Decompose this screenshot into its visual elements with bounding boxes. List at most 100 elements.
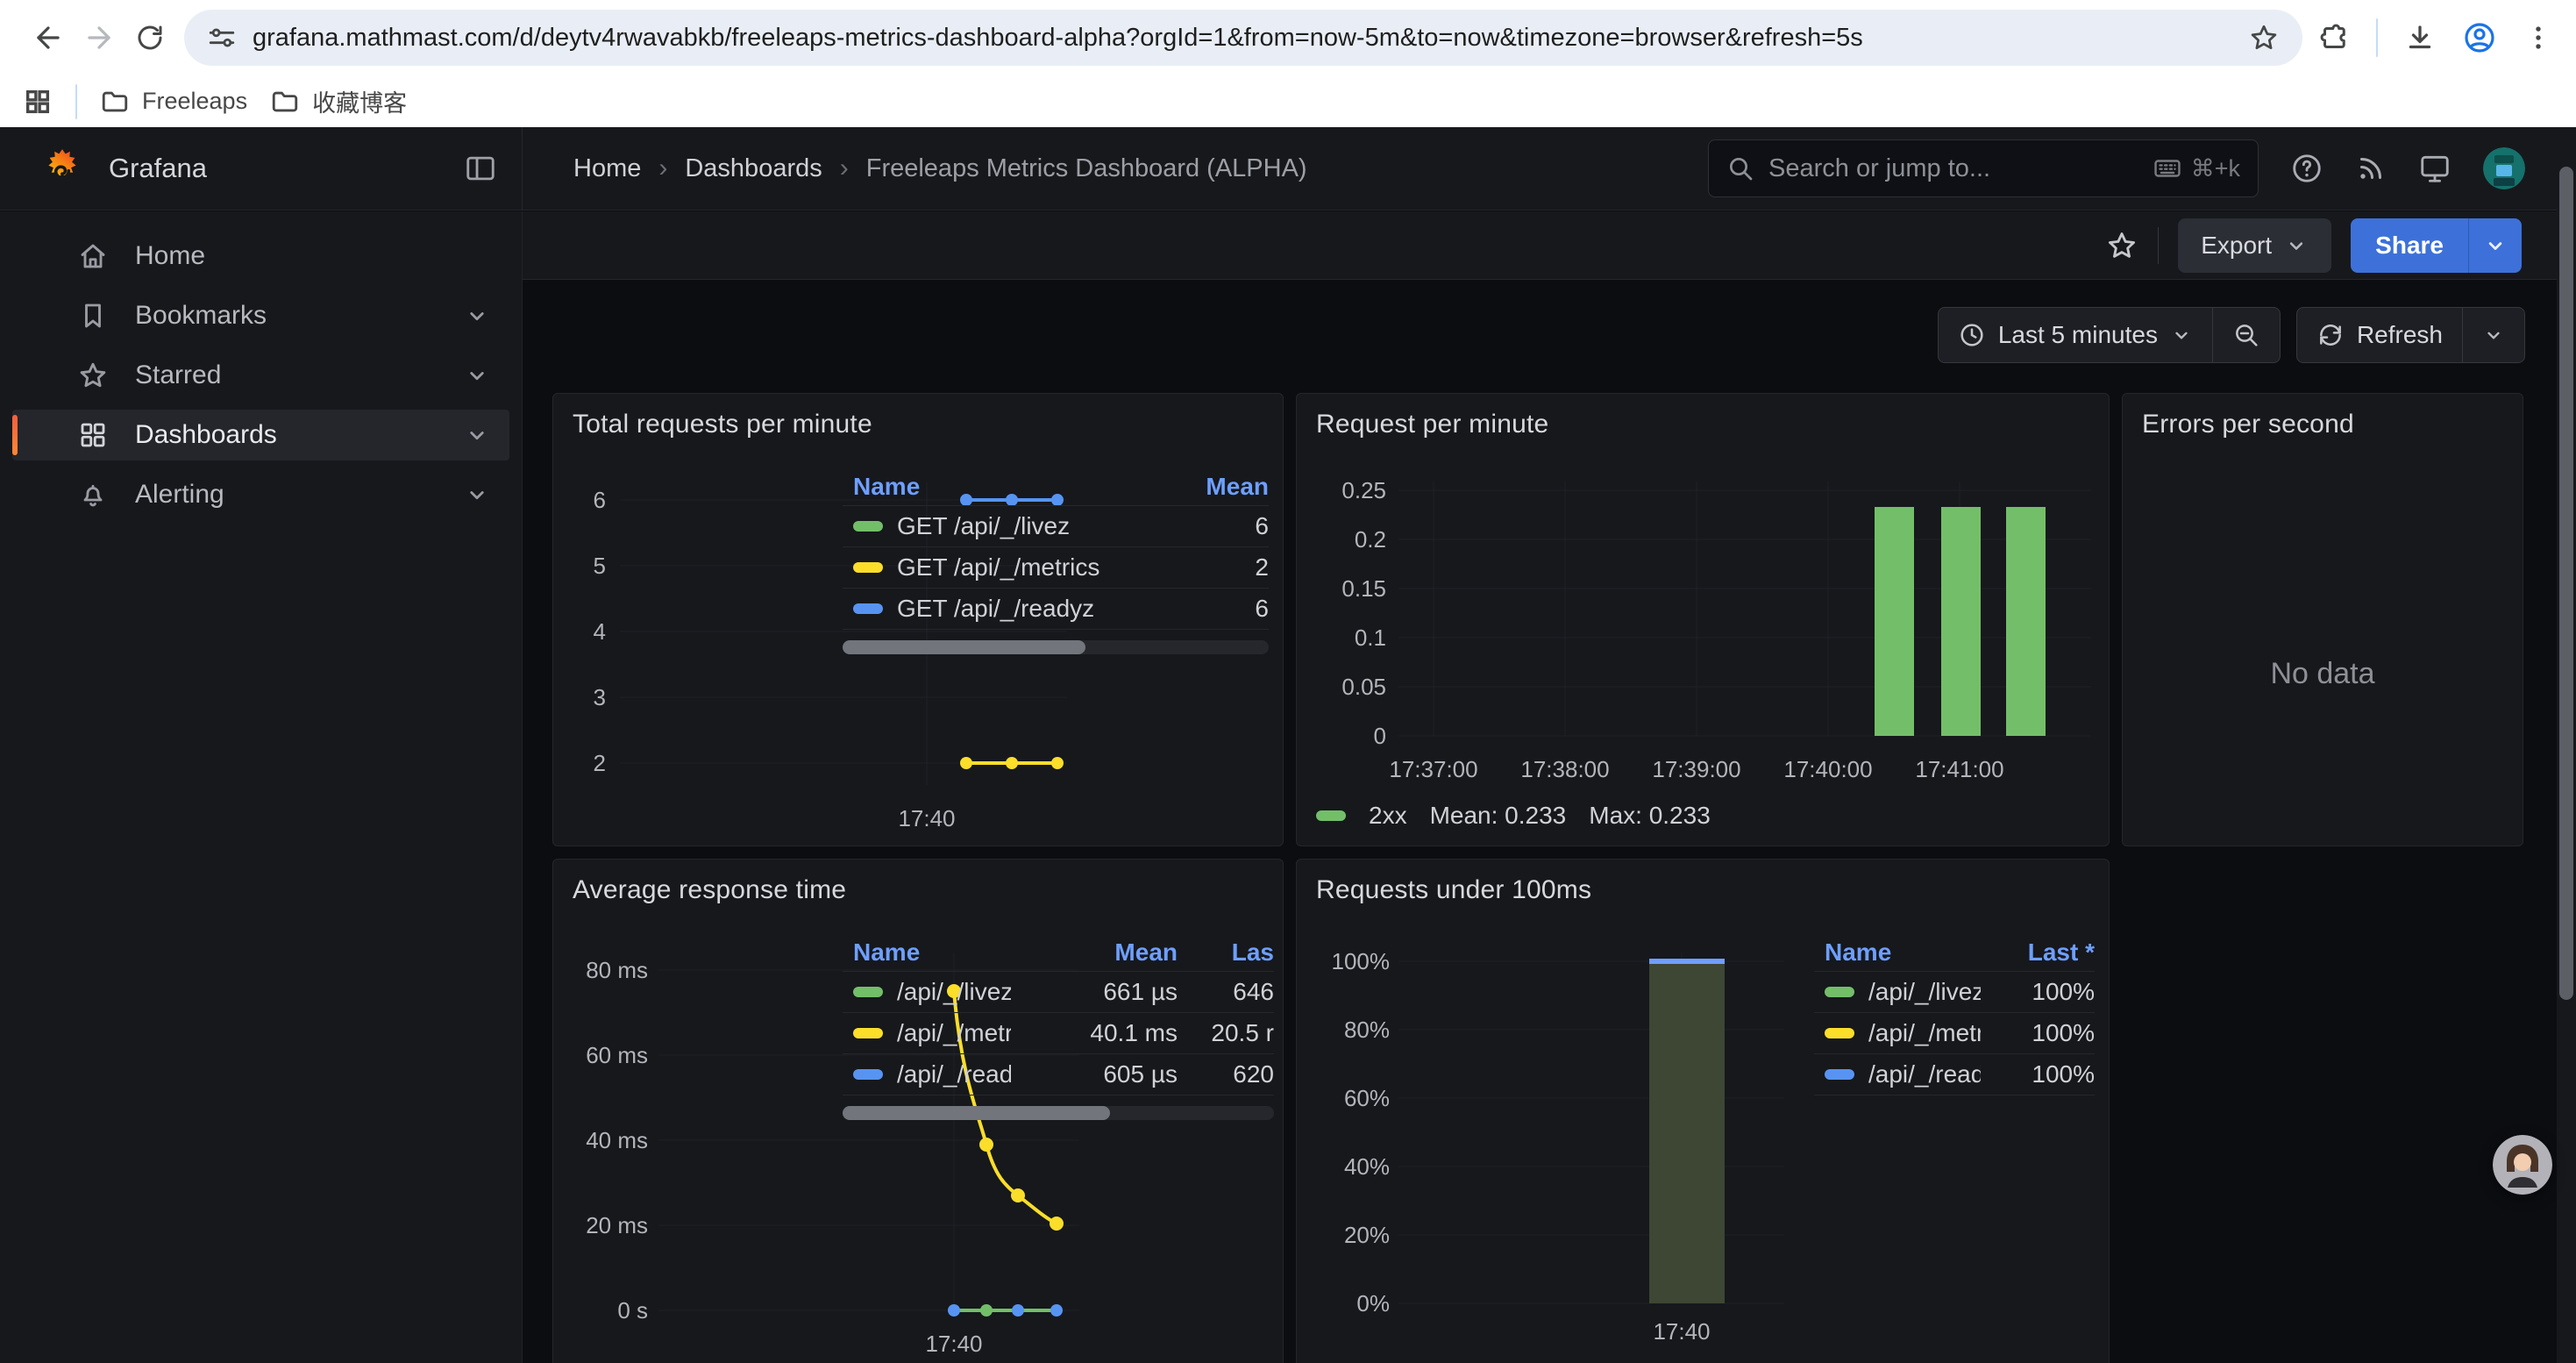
chevron-down-icon	[2175, 332, 2188, 339]
series-name[interactable]: GET /api/_/livez	[897, 512, 1071, 539]
series-name[interactable]: /api/_/metrics	[897, 1019, 1011, 1046]
search-input[interactable]: Search or jump to... ⌘+k	[1708, 139, 2259, 197]
panel-request-per-minute: Request per minute 0.25 0.2 0.15 0.1 0.0…	[1296, 393, 2110, 846]
legend-row[interactable]: GET /api/_/livez 6	[843, 506, 1269, 547]
legend-row[interactable]: /api/_/readyz 100%	[1814, 1054, 2095, 1095]
sidebar-item-starred[interactable]: Starred	[12, 350, 509, 401]
legend-header-mean[interactable]: Mean	[1114, 938, 1178, 966]
breadcrumb-home[interactable]: Home	[573, 153, 642, 182]
sidebar-item-home[interactable]: Home	[12, 231, 509, 282]
y-tick: 80%	[1343, 1017, 1390, 1043]
legend-scrollbar[interactable]	[843, 640, 1269, 654]
legend-header-name[interactable]: Name	[853, 938, 921, 966]
series-color-blue	[853, 1069, 883, 1080]
sidebar-toggle-button[interactable]	[464, 152, 497, 185]
sidebar-item-dashboards[interactable]: Dashboards	[12, 410, 509, 460]
scrollbar-thumb[interactable]	[843, 1106, 1111, 1120]
series-mean: 2	[1255, 553, 1269, 581]
legend-row[interactable]: GET /api/_/metrics 2	[843, 547, 1269, 589]
panel-title[interactable]: Request per minute	[1316, 410, 1549, 439]
reload-button[interactable]	[125, 12, 175, 63]
series-name[interactable]: /api/_/readyz	[897, 1060, 1011, 1088]
chevron-down-icon[interactable]	[464, 422, 490, 448]
sidebar-item-alerting[interactable]: Alerting	[12, 469, 509, 520]
legend-row[interactable]: /api/_/metrics 100%	[1814, 1013, 2095, 1054]
kiosk-button[interactable]	[2418, 152, 2451, 185]
legend-row[interactable]: /api/_/metrics 40.1 ms 20.5 r	[843, 1013, 1274, 1054]
sidebar-item-label: Dashboards	[135, 420, 277, 449]
user-avatar[interactable]	[2483, 147, 2525, 189]
x-tick: 17:40	[898, 805, 956, 831]
zoom-out-button[interactable]	[2211, 308, 2280, 362]
profile-icon[interactable]	[2462, 20, 2497, 55]
forward-button[interactable]	[74, 12, 125, 63]
bookmark-folder-blogs[interactable]: 收藏博客	[270, 84, 407, 118]
apps-grid-icon[interactable]	[23, 87, 53, 117]
grafana-app: Grafana Home › Dashboards › Freeleaps Me…	[0, 127, 2576, 1363]
chevron-down-icon	[2487, 332, 2500, 339]
y-tick: 6	[593, 487, 606, 513]
series-color-blue	[1825, 1069, 1854, 1080]
bookmark-folder-freeleaps[interactable]: Freeleaps	[100, 87, 247, 117]
panel-title[interactable]: Total requests per minute	[573, 410, 872, 439]
export-button[interactable]: Export	[2178, 218, 2332, 273]
series-name[interactable]: GET /api/_/metrics	[897, 553, 1100, 581]
extensions-icon[interactable]	[2318, 22, 2350, 54]
legend-row[interactable]: /api/_/livez 661 µs 646	[843, 972, 1274, 1013]
favorite-dashboard-button[interactable]	[2105, 229, 2138, 262]
legend-header-last[interactable]: Last *	[2027, 938, 2095, 966]
legend-row[interactable]: GET /api/_/readyz 6	[843, 589, 1269, 630]
avatar-girl-image	[2493, 1135, 2552, 1195]
assistant-avatar-button[interactable]	[2493, 1135, 2552, 1195]
bookmark-folder-label: Freeleaps	[142, 88, 248, 114]
scrollbar-thumb[interactable]	[843, 640, 1086, 654]
scrollbar-thumb[interactable]	[2559, 167, 2573, 1000]
share-button-group: Share	[2351, 218, 2522, 273]
legend-inline[interactable]: 2xx Mean: 0.233 Max: 0.233	[1316, 802, 1711, 830]
series-mean: 6	[1255, 512, 1269, 539]
legend-row[interactable]: /api/_/readyz 605 µs 620	[843, 1054, 1274, 1095]
bookmark-star-icon[interactable]	[2248, 22, 2280, 54]
panel-title[interactable]: Errors per second	[2142, 410, 2354, 439]
zoom-out-icon	[2236, 325, 2258, 346]
url-text[interactable]: grafana.mathmast.com/d/deytv4rwavabkb/fr…	[253, 23, 1863, 52]
help-button[interactable]	[2290, 152, 2323, 185]
chevron-down-icon[interactable]	[464, 303, 490, 329]
news-button[interactable]	[2355, 153, 2387, 184]
series-name[interactable]: /api/_/livez	[1868, 978, 1981, 1005]
share-button[interactable]: Share	[2351, 218, 2468, 273]
panel-title[interactable]: Average response time	[573, 875, 847, 904]
legend-header-mean[interactable]: Mean	[1206, 472, 1269, 500]
line-chart-svg	[658, 953, 1079, 1317]
y-tick: 0.1	[1354, 624, 1386, 651]
refresh-interval-button[interactable]	[2462, 308, 2524, 362]
download-icon[interactable]	[2404, 22, 2436, 54]
y-tick: 40%	[1343, 1153, 1390, 1180]
chevron-down-icon[interactable]	[464, 482, 490, 508]
refresh-label: Refresh	[2356, 321, 2443, 348]
menu-dots-icon[interactable]	[2523, 23, 2553, 53]
url-bar[interactable]: grafana.mathmast.com/d/deytv4rwavabkb/fr…	[184, 10, 2302, 66]
share-menu-button[interactable]	[2468, 218, 2522, 273]
breadcrumb-dashboards[interactable]: Dashboards	[685, 153, 822, 182]
legend-header-name[interactable]: Name	[853, 472, 921, 500]
sidebar-item-bookmarks[interactable]: Bookmarks	[12, 290, 509, 341]
legend-scrollbar[interactable]	[843, 1106, 1274, 1120]
series-name[interactable]: /api/_/livez	[897, 978, 1011, 1005]
series-last: 100%	[2032, 978, 2095, 1005]
site-info-icon[interactable]	[207, 23, 237, 53]
grafana-logo[interactable]	[40, 146, 84, 190]
time-range-picker[interactable]: Last 5 minutes	[1939, 308, 2212, 362]
page-scrollbar[interactable]	[2557, 127, 2576, 1363]
legend-row[interactable]: /api/_/livez 100%	[1814, 972, 2095, 1013]
series-name[interactable]: 2xx	[1369, 802, 1407, 829]
legend-header-last[interactable]: Las	[1231, 938, 1274, 966]
panel-title[interactable]: Requests under 100ms	[1316, 875, 1592, 904]
series-name[interactable]: /api/_/readyz	[1868, 1060, 1981, 1088]
legend-header-name[interactable]: Name	[1825, 938, 1892, 966]
refresh-button[interactable]: Refresh	[2297, 308, 2462, 362]
chevron-down-icon[interactable]	[464, 362, 490, 389]
back-button[interactable]	[23, 12, 74, 63]
series-name[interactable]: /api/_/metrics	[1868, 1019, 1981, 1046]
series-name[interactable]: GET /api/_/readyz	[897, 595, 1095, 622]
